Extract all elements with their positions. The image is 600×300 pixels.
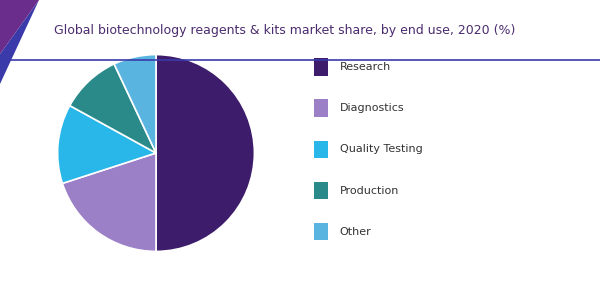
Text: Global biotechnology reagents & kits market share, by end use, 2020 (%): Global biotechnology reagents & kits mar… [54, 24, 515, 37]
Text: Other: Other [340, 227, 371, 237]
FancyBboxPatch shape [314, 100, 328, 117]
Wedge shape [156, 55, 254, 251]
Wedge shape [114, 55, 156, 153]
Text: Quality Testing: Quality Testing [340, 144, 422, 154]
Text: Production: Production [340, 185, 399, 196]
FancyBboxPatch shape [314, 223, 328, 240]
Text: Diagnostics: Diagnostics [340, 103, 404, 113]
FancyBboxPatch shape [314, 58, 328, 76]
FancyBboxPatch shape [314, 141, 328, 158]
Wedge shape [58, 106, 156, 183]
FancyBboxPatch shape [314, 182, 328, 199]
Wedge shape [70, 64, 156, 153]
Wedge shape [62, 153, 156, 251]
Text: Research: Research [340, 62, 391, 72]
